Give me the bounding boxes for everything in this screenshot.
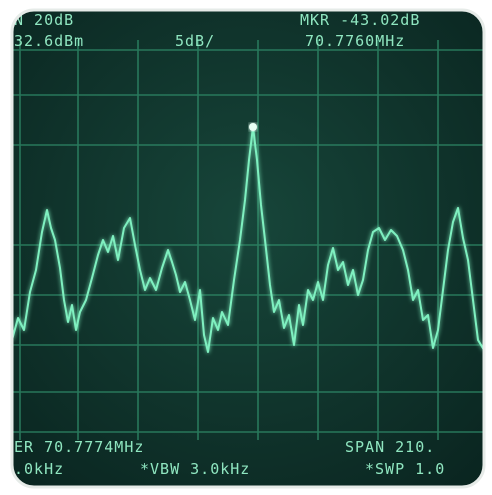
reference-level: 32.6dBm [14,32,84,50]
resolution-bandwidth: .0kHz [14,460,64,478]
video-bandwidth: *VBW 3.0kHz [140,460,250,478]
marker-level: MKR -43.02dB [300,11,420,29]
attenuation: N 20dB [14,11,74,29]
marker-frequency: 70.7760MHz [305,32,405,50]
scale: 5dB/ [175,32,215,50]
sweep-time: *SWP 1.0 [365,460,445,478]
center-frequency: ER 70.7774MHz [14,438,144,456]
screen-bezel [10,8,486,489]
span: SPAN 210. [345,438,435,456]
marker-dot [249,123,257,131]
graticule [12,40,484,440]
